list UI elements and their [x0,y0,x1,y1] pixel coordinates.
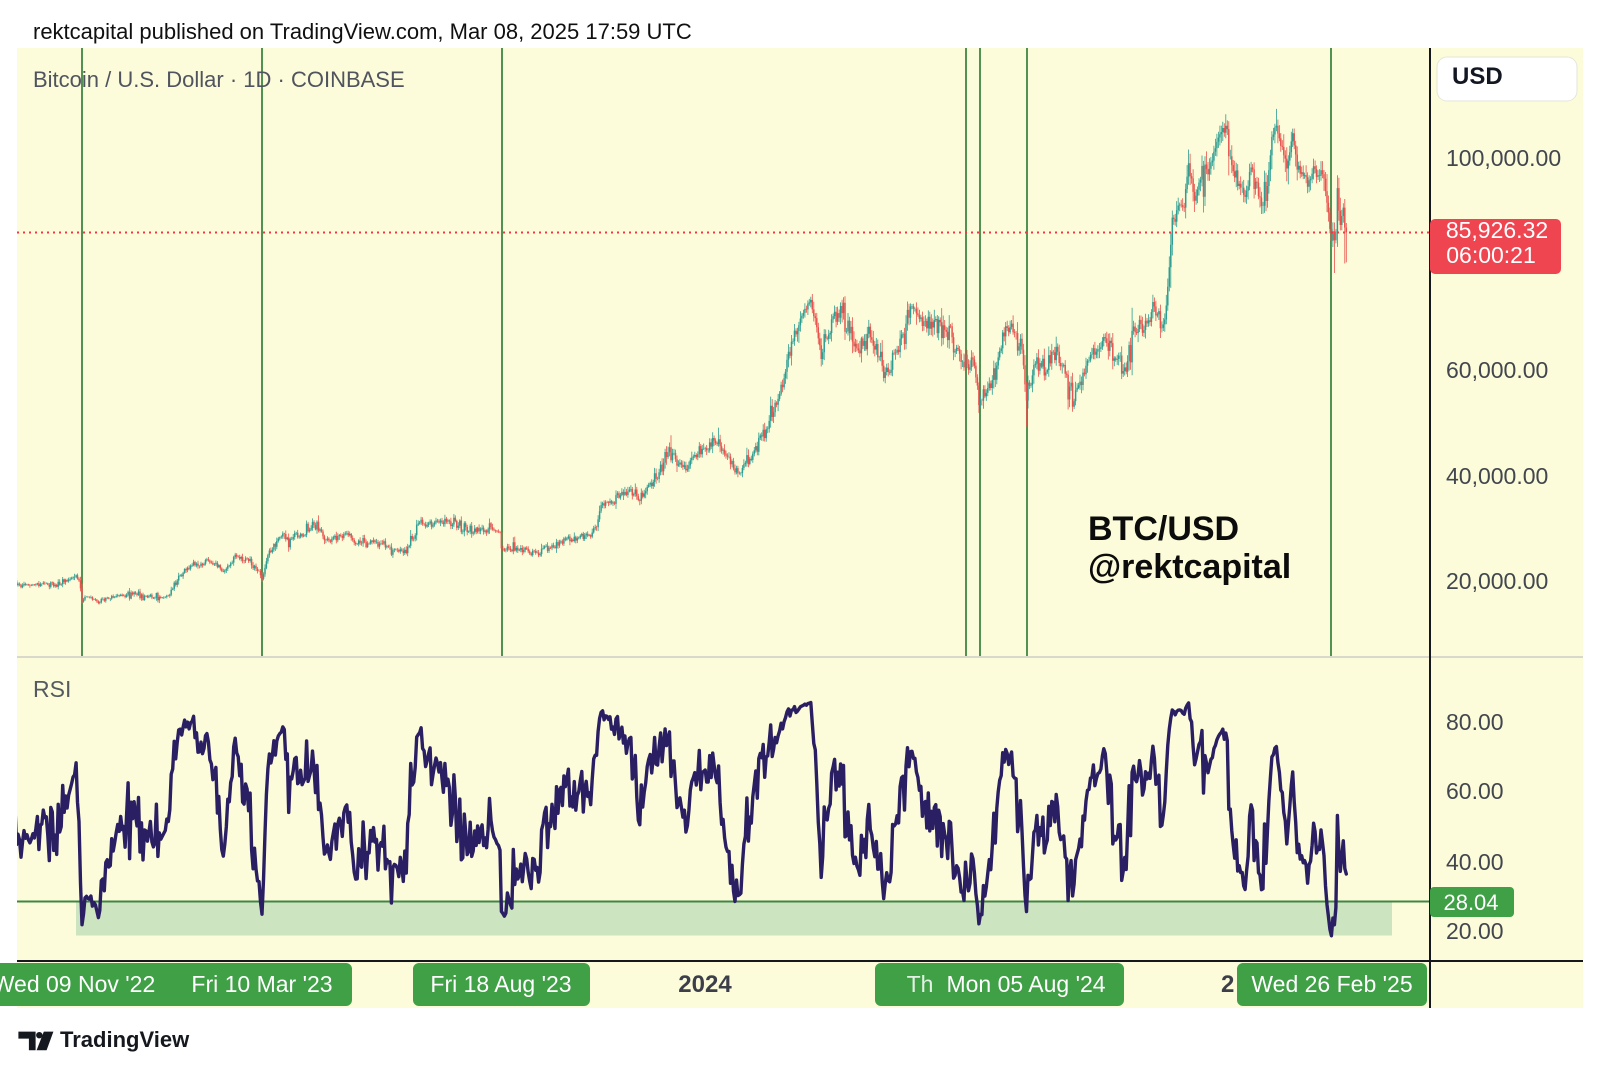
svg-text:Fri 18 Aug '23: Fri 18 Aug '23 [430,971,571,997]
svg-text:Bitcoin / U.S. Dollar · 1D · C: Bitcoin / U.S. Dollar · 1D · COINBASE [33,67,405,92]
svg-text:Fri 10 Mar '23: Fri 10 Mar '23 [191,971,332,997]
svg-text:20,000.00: 20,000.00 [1446,568,1548,594]
svg-text:20.00: 20.00 [1446,918,1504,944]
svg-text:USD: USD [1452,63,1503,90]
svg-text:100,000.00: 100,000.00 [1446,145,1561,171]
svg-text:60,000.00: 60,000.00 [1446,357,1548,383]
svg-text:rektcapital published on Tradi: rektcapital published on TradingView.com… [33,19,692,44]
svg-text:Wed 09 Nov '22: Wed 09 Nov '22 [0,971,155,997]
svg-text:40.00: 40.00 [1446,849,1504,875]
svg-text:60.00: 60.00 [1446,778,1504,804]
svg-text:Th: Th [907,971,934,997]
svg-text:28.04: 28.04 [1443,890,1498,915]
svg-text:2024: 2024 [678,971,732,998]
svg-text:2: 2 [1221,971,1234,998]
svg-text:06:00:21: 06:00:21 [1446,242,1536,268]
svg-text:Wed 26 Feb '25: Wed 26 Feb '25 [1251,971,1412,997]
svg-text:40,000.00: 40,000.00 [1446,463,1548,489]
svg-text:RSI: RSI [33,676,71,702]
svg-text:Mon 05 Aug '24: Mon 05 Aug '24 [946,971,1105,997]
svg-text:TradingView: TradingView [60,1027,190,1052]
svg-text:BTC/USD: BTC/USD [1088,510,1239,548]
svg-text:@rektcapital: @rektcapital [1088,548,1291,586]
svg-text:80.00: 80.00 [1446,709,1504,735]
svg-text:85,926.32: 85,926.32 [1446,217,1548,243]
